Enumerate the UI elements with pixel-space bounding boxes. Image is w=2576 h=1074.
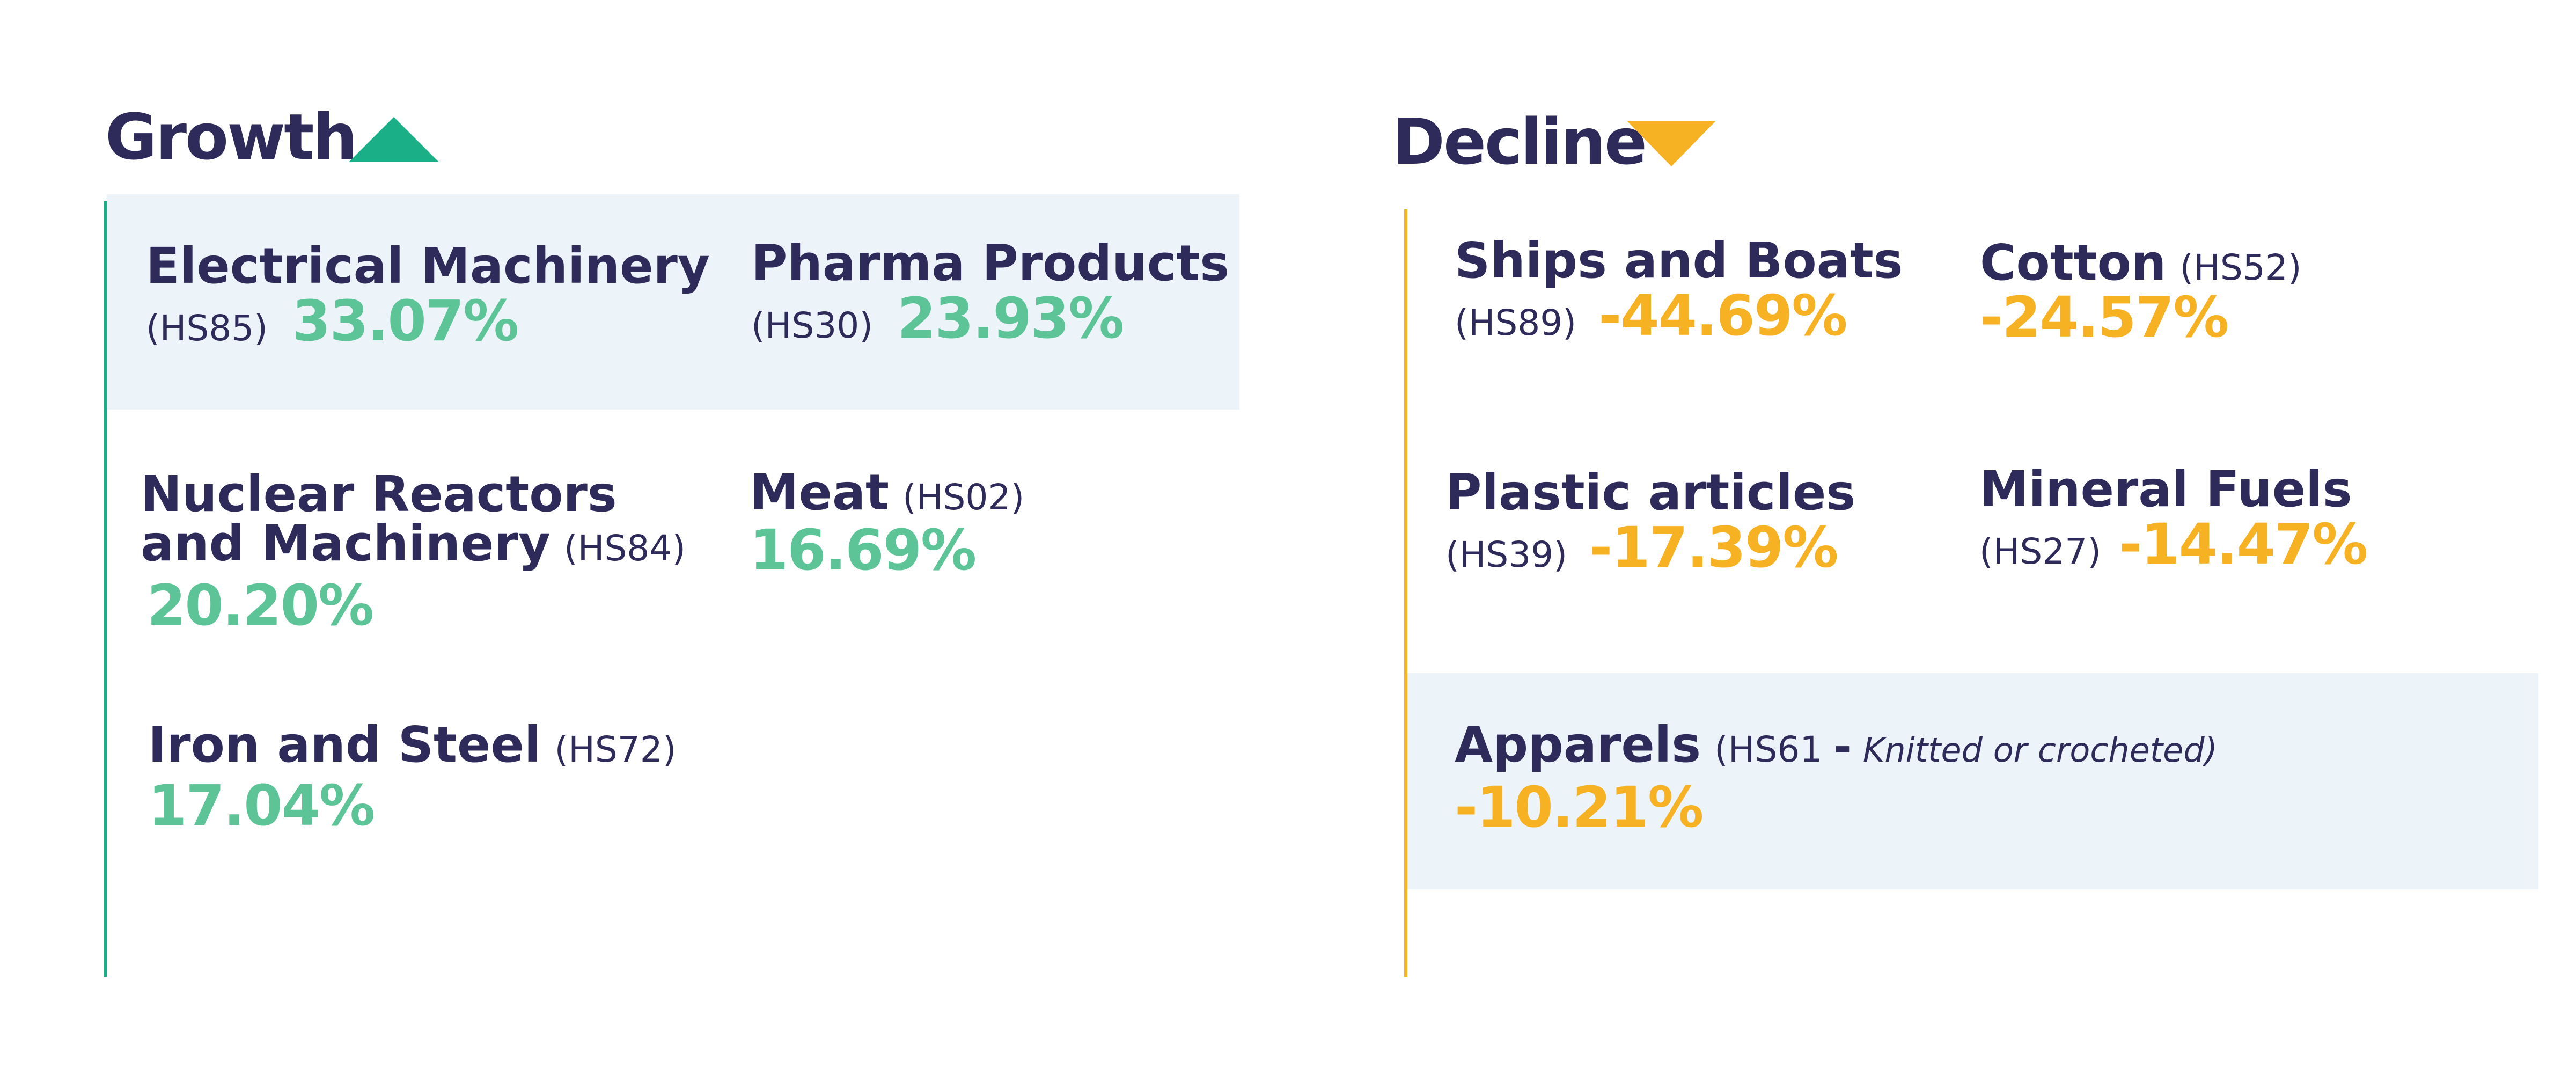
- triangle-up-icon: [349, 117, 439, 162]
- growth-section: Growth Electrical Machinery (HS85) 33.07…: [104, 105, 1239, 977]
- item-name: Meat: [750, 464, 890, 521]
- item-name: Iron and Steel: [148, 716, 541, 773]
- growth-item-meat: Meat (HS02) 16.69%: [750, 468, 1025, 583]
- decline-item-cotton: Cotton (HS52) -24.57%: [1980, 238, 2302, 350]
- item-code: (HS61: [1714, 729, 1834, 770]
- item-name: Mineral Fuels: [1979, 461, 2352, 518]
- growth-heading-text: Growth: [105, 100, 358, 174]
- item-value: -14.47%: [2119, 512, 2368, 577]
- decline-section: Decline Ships and Boats (HS89) -44.69% C…: [1288, 0, 2576, 1074]
- growth-highlight-band: [107, 194, 1239, 410]
- decline-heading-text: Decline: [1392, 105, 1647, 179]
- decline-item-ships-and-boats: Ships and Boats (HS89) -44.69%: [1455, 236, 1903, 344]
- item-code-note: Knitted or crocheted): [1862, 730, 2218, 770]
- growth-heading: Growth: [105, 105, 358, 169]
- item-value: 20.20%: [147, 573, 374, 638]
- growth-item-electrical-machinery: Electrical Machinery (HS85) 33.07%: [146, 242, 710, 349]
- decline-divider-line: [1404, 209, 1407, 977]
- item-name: Apparels: [1455, 716, 1701, 773]
- item-code: (HS39): [1445, 534, 1568, 575]
- decline-item-plastic-articles: Plastic articles (HS39) -17.39%: [1445, 464, 1856, 576]
- item-code: (HS30): [751, 305, 874, 346]
- item-name: Electrical Machinery: [146, 237, 710, 295]
- item-code: (HS52): [2179, 247, 2302, 288]
- item-name: Plastic articles: [1445, 464, 1856, 521]
- item-name: Pharma Products: [751, 235, 1229, 292]
- growth-item-nuclear-reactors: Nuclear Reactors and Machinery (HS84) 20…: [141, 465, 686, 638]
- item-name: Cotton: [1980, 234, 2167, 291]
- triangle-down-icon: [1627, 121, 1716, 166]
- decline-heading: Decline: [1392, 110, 1647, 173]
- decline-item-mineral-fuels: Mineral Fuels (HS27) -14.47%: [1979, 461, 2368, 573]
- decline-highlight-band: [1407, 673, 2538, 889]
- decline-item-apparels: Apparels (HS61 - Knitted or crocheted) -…: [1455, 720, 2218, 840]
- item-name-line1: Nuclear Reactors: [141, 465, 617, 523]
- item-value: -44.69%: [1598, 283, 1847, 348]
- item-code-dash: -: [1833, 722, 1852, 772]
- item-name-line2: and Machinery: [141, 515, 551, 572]
- growth-divider-line: [104, 201, 107, 977]
- growth-item-pharma-products: Pharma Products (HS30) 23.93%: [751, 235, 1229, 347]
- item-value: 33.07%: [292, 288, 519, 354]
- item-value: -10.21%: [1455, 775, 1704, 840]
- item-name: Ships and Boats: [1455, 232, 1903, 289]
- growth-item-iron-and-steel: Iron and Steel (HS72) 17.04%: [148, 720, 676, 834]
- item-value: 17.04%: [148, 773, 375, 838]
- item-value: 23.93%: [897, 286, 1124, 351]
- item-code: (HS02): [902, 477, 1025, 518]
- item-code: (HS89): [1455, 302, 1577, 344]
- item-value: -17.39%: [1589, 515, 1838, 580]
- item-code: (HS72): [554, 729, 677, 770]
- item-code: (HS85): [146, 308, 268, 349]
- item-code: (HS27): [1979, 531, 2102, 572]
- item-code: (HS84): [564, 528, 686, 569]
- item-value: -24.57%: [1980, 284, 2229, 350]
- item-value: 16.69%: [750, 517, 977, 583]
